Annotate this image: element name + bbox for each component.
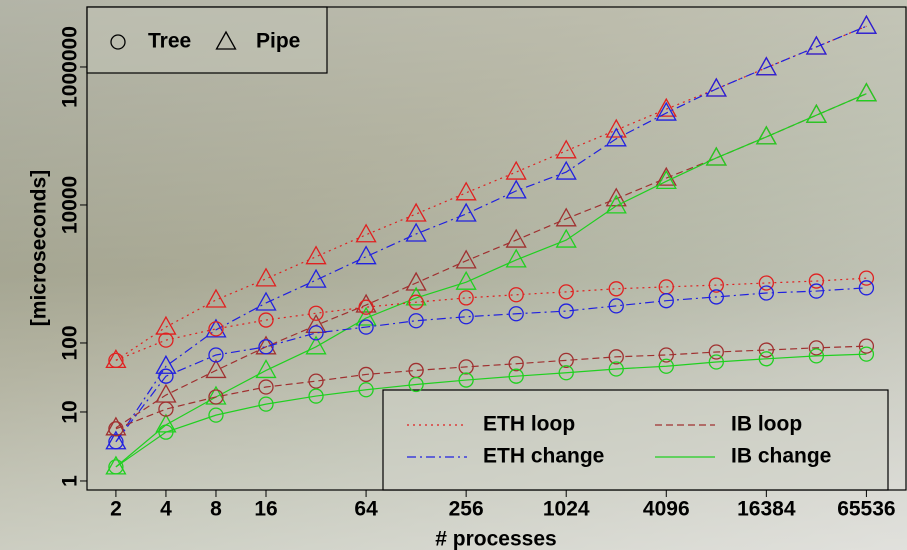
x-tick-label: 64 [354,498,378,521]
x-tick-label: 1024 [543,498,590,521]
y-tick-label: 10000 [59,176,82,234]
x-tick-label: 256 [449,498,484,521]
x-tick-label: 2 [110,498,122,521]
legend-label: IB change [731,445,831,468]
x-tick-label: 16384 [737,498,796,521]
legend-label: IB loop [731,413,802,436]
y-tick-label: 100 [59,325,82,360]
y-tick-label: 10 [59,400,82,423]
chart: # processes [microseconds] 2 4 8 16 64 256 102… [0,0,907,550]
y-tick-label: 1 [59,475,82,487]
legend-label: Pipe [256,30,300,53]
x-tick-label: 4096 [643,498,690,521]
line-legend-box [383,390,888,490]
legend-label: Tree [148,30,191,53]
x-tick-label: 16 [254,498,277,521]
x-tick-label: 4 [160,498,172,521]
x-tick-label: 8 [210,498,222,521]
legend-label: ETH loop [483,413,575,436]
y-axis-label: [microseconds] [28,170,51,326]
legend-label: ETH change [483,445,604,468]
x-axis-label: # processes [435,528,556,550]
y-tick-label: 1000000 [59,26,82,108]
page: {"chart_data": {"type": "line", "x_label… [0,0,907,550]
x-tick-label: 65536 [837,498,895,521]
